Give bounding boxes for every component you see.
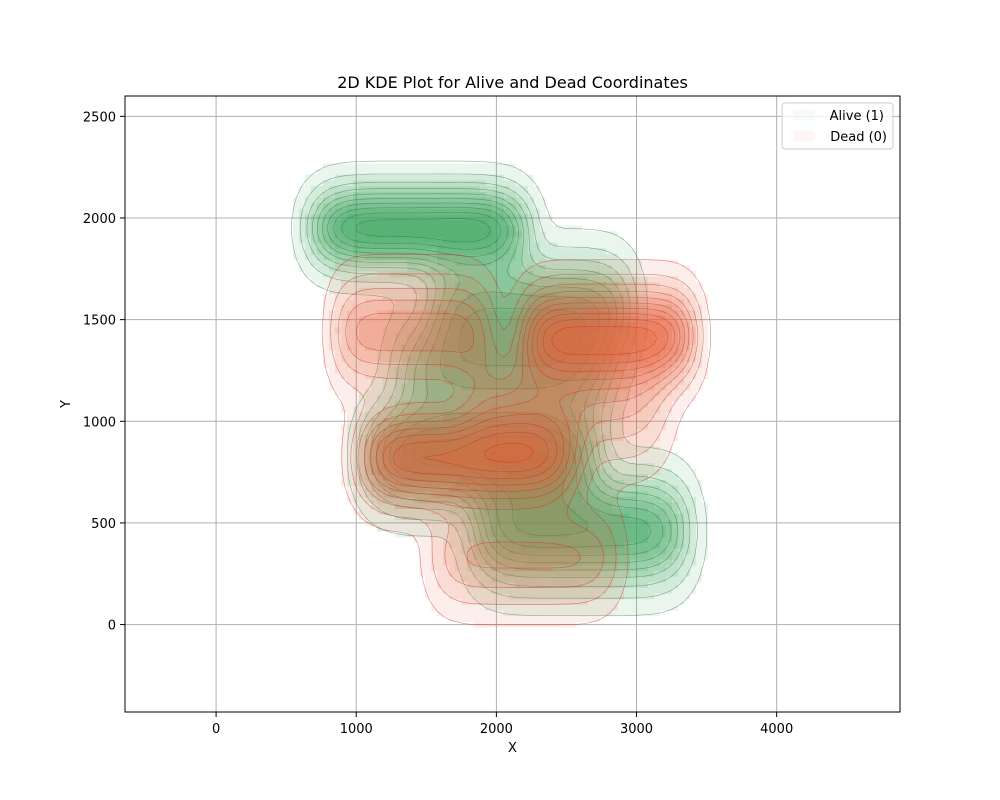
kde-contour-line [355, 218, 550, 477]
kde-density-band [323, 197, 672, 566]
y-tick-label: 1000 [83, 415, 116, 430]
kde-contour-line [484, 326, 657, 463]
kde-density-band [395, 310, 672, 481]
axis-ticks: 0 1000 2000 3000 4000 0 500 1000 1500 2000 2500 [83, 110, 793, 737]
kde-density-band [341, 214, 588, 538]
kde-density-band [316, 191, 678, 572]
kde-contour-line [392, 313, 675, 479]
legend-box [781, 102, 894, 150]
kde-density-band [359, 299, 690, 498]
kde-contour-line [333, 207, 651, 548]
kde-contour-line [321, 254, 711, 626]
kde-contour-line [423, 319, 669, 473]
kde-contour-line [375, 302, 685, 492]
kde-contour-line [382, 307, 681, 486]
plot-frame [124, 95, 901, 713]
y-tick-label: 0 [108, 619, 116, 634]
kde-contour-line [322, 198, 672, 564]
kde-alive-series [291, 160, 708, 617]
y-tick-label: 2000 [83, 212, 116, 227]
kde-contour-line [356, 297, 690, 500]
y-tick-label: 2500 [83, 110, 116, 125]
kde-density-band [310, 186, 684, 577]
y-tick-label: 1500 [83, 314, 116, 329]
kde-density-band [485, 327, 654, 464]
kde-contour-line [291, 160, 708, 616]
kde-density-layer [291, 160, 711, 628]
kde-contour-line [300, 173, 698, 599]
kde-density-band [292, 163, 708, 617]
grid-lines [125, 96, 900, 712]
kde-density-band [329, 203, 666, 555]
kde-contour-line [312, 188, 685, 578]
legend-swatch-alive [793, 110, 815, 120]
kde-contour-line [327, 202, 664, 556]
legend-swatch-dead [793, 131, 815, 141]
kde-density-band [335, 208, 648, 549]
kde-contour-line [330, 273, 704, 605]
y-tick-label: 500 [91, 517, 116, 532]
kde-density-band [437, 321, 666, 470]
kde-contour-line [337, 283, 698, 588]
x-tick-label: 2000 [480, 722, 513, 737]
kde-contour-line [317, 193, 679, 571]
legend-entry-alive: Alive (1) [830, 109, 884, 124]
x-tick-label: 3000 [620, 722, 653, 737]
kde-density-band [377, 304, 684, 492]
chart-title: 2D KDE Plot for Alive and Dead Coordinat… [337, 73, 688, 92]
x-tick-label: 1000 [340, 722, 373, 737]
legend: Alive (1) Dead (0) [781, 102, 894, 150]
kde-contour-line [341, 212, 589, 536]
x-tick-label: 0 [212, 722, 220, 737]
y-axis-label: Y [59, 400, 74, 409]
legend-entry-dead: Dead (0) [830, 130, 887, 145]
x-axis-label: X [508, 741, 517, 756]
kde-density-band [335, 282, 696, 588]
kde-density-band [298, 174, 696, 600]
x-tick-label: 4000 [760, 722, 793, 737]
kde-dead-series [321, 253, 711, 628]
kde-density-band [304, 180, 690, 588]
kde-contour-line [345, 291, 694, 569]
